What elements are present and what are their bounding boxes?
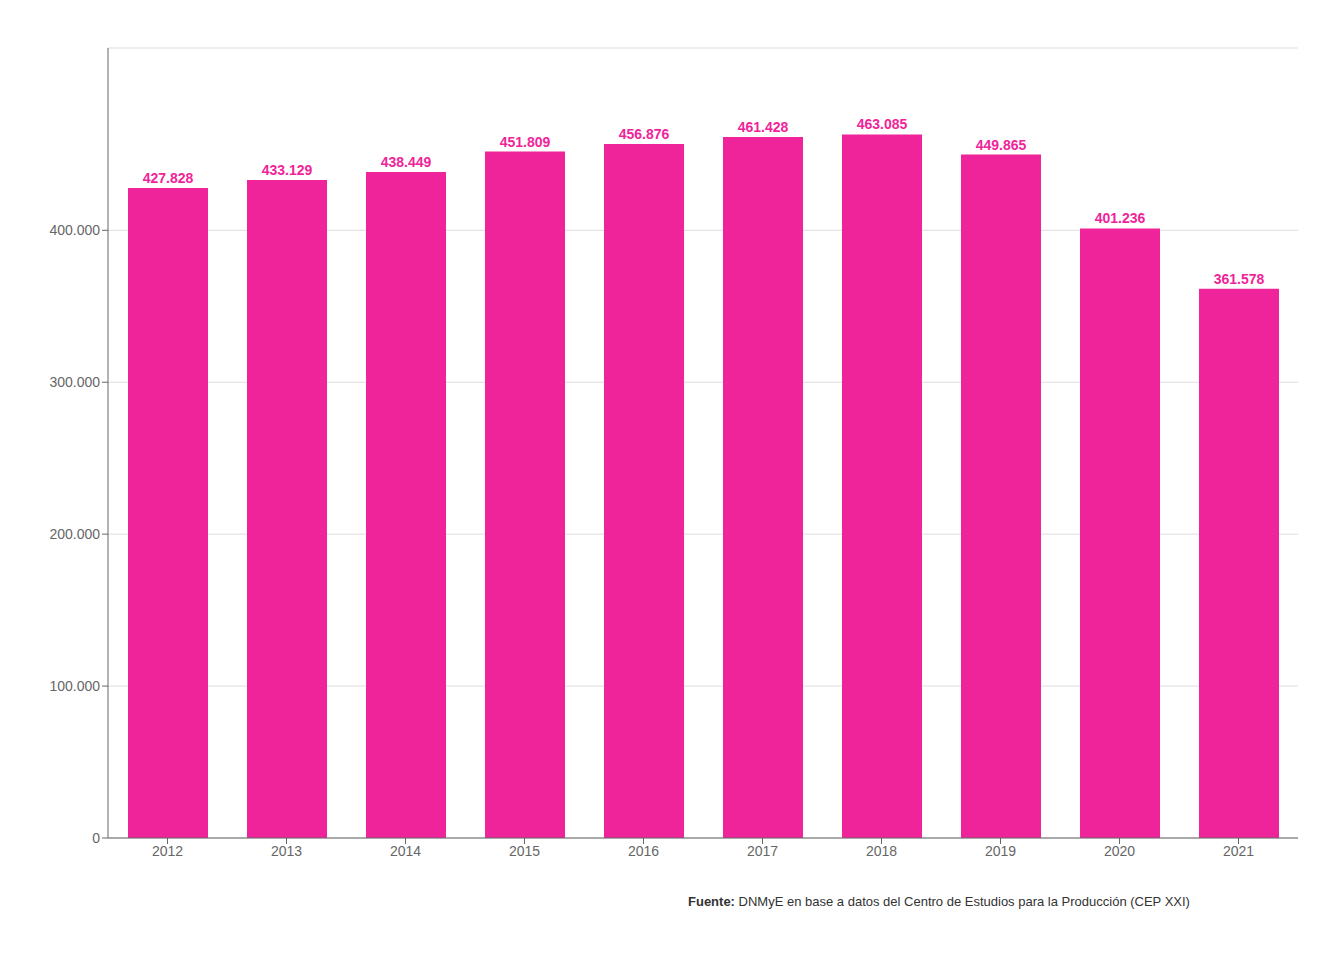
svg-text:456.876: 456.876 <box>619 126 670 142</box>
svg-text:200.000: 200.000 <box>49 526 100 542</box>
svg-text:2015: 2015 <box>509 843 540 859</box>
svg-text:2013: 2013 <box>271 843 302 859</box>
svg-text:427.828: 427.828 <box>143 170 194 186</box>
svg-text:449.865: 449.865 <box>976 137 1027 153</box>
svg-text:463.085: 463.085 <box>857 116 908 132</box>
svg-text:2012: 2012 <box>152 843 183 859</box>
svg-text:433.129: 433.129 <box>262 162 313 178</box>
svg-text:401.236: 401.236 <box>1095 210 1146 226</box>
svg-text:400.000: 400.000 <box>49 222 100 238</box>
svg-text:2018: 2018 <box>866 843 897 859</box>
svg-text:2016: 2016 <box>628 843 659 859</box>
svg-text:300.000: 300.000 <box>49 374 100 390</box>
svg-text:438.449: 438.449 <box>381 154 432 170</box>
svg-text:361.578: 361.578 <box>1214 271 1265 287</box>
svg-text:2019: 2019 <box>985 843 1016 859</box>
svg-text:2017: 2017 <box>747 843 778 859</box>
html-text:Fuente: DNMyE en base a datos: Fuente: DNMyE en base a datos del Centro… <box>688 894 1190 909</box>
svg-text:0: 0 <box>92 830 100 846</box>
svg-text:461.428: 461.428 <box>738 119 789 135</box>
svg-text:2014: 2014 <box>390 843 421 859</box>
svg-text:100.000: 100.000 <box>49 678 100 694</box>
svg-text:2020: 2020 <box>1104 843 1135 859</box>
svg-text:2021: 2021 <box>1223 843 1254 859</box>
svg-text:451.809: 451.809 <box>500 134 551 150</box>
